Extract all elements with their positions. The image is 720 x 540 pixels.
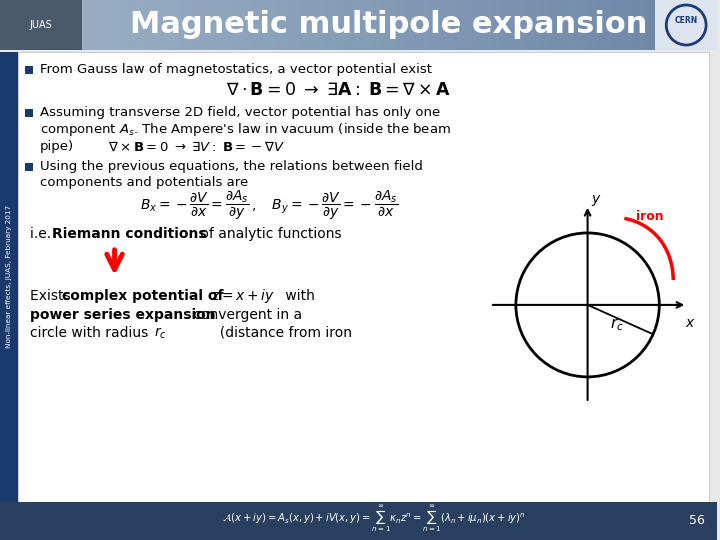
Bar bbox=[84, 0, 96, 50]
Bar bbox=[96, 0, 109, 50]
Text: circle with radius: circle with radius bbox=[30, 326, 153, 340]
Bar bbox=[72, 0, 85, 50]
Bar bbox=[705, 0, 718, 50]
Text: Magnetic multipole expansion: Magnetic multipole expansion bbox=[130, 10, 647, 39]
Text: 56: 56 bbox=[689, 514, 705, 528]
Bar bbox=[48, 0, 60, 50]
Bar bbox=[311, 0, 324, 50]
Bar bbox=[502, 0, 515, 50]
Bar bbox=[670, 0, 683, 50]
Bar bbox=[263, 0, 276, 50]
Bar bbox=[215, 0, 228, 50]
FancyBboxPatch shape bbox=[0, 502, 717, 540]
Text: convergent in a: convergent in a bbox=[189, 308, 302, 322]
Bar bbox=[681, 0, 694, 50]
FancyBboxPatch shape bbox=[25, 109, 33, 117]
Bar bbox=[634, 0, 647, 50]
Bar bbox=[120, 0, 132, 50]
Bar bbox=[346, 0, 359, 50]
Bar bbox=[60, 0, 73, 50]
Bar bbox=[239, 0, 252, 50]
Text: of analytic functions: of analytic functions bbox=[196, 227, 342, 241]
Bar bbox=[36, 0, 49, 50]
Text: $\nabla \times \mathbf{B} = 0 \;\rightarrow\; \exists V: \;\mathbf{B} = -\nabla : $\nabla \times \mathbf{B} = 0 \;\rightar… bbox=[107, 140, 285, 154]
Bar bbox=[526, 0, 539, 50]
FancyBboxPatch shape bbox=[25, 163, 33, 171]
Bar bbox=[287, 0, 300, 50]
Bar bbox=[418, 0, 431, 50]
Bar bbox=[24, 0, 37, 50]
Bar bbox=[478, 0, 491, 50]
Text: with: with bbox=[281, 289, 315, 303]
Bar bbox=[610, 0, 623, 50]
Bar bbox=[574, 0, 587, 50]
Text: power series expansion: power series expansion bbox=[30, 308, 215, 322]
Text: iron: iron bbox=[636, 211, 663, 224]
Bar bbox=[538, 0, 551, 50]
Text: $r_c$: $r_c$ bbox=[610, 316, 624, 333]
Text: CERN: CERN bbox=[675, 17, 698, 25]
Bar bbox=[323, 0, 336, 50]
Bar bbox=[203, 0, 216, 50]
Bar bbox=[550, 0, 563, 50]
Bar bbox=[156, 0, 168, 50]
Text: $z = x + iy$: $z = x + iy$ bbox=[211, 287, 275, 305]
Text: Non-linear effects, JUAS, February 2017: Non-linear effects, JUAS, February 2017 bbox=[6, 205, 12, 348]
Bar bbox=[227, 0, 240, 50]
Bar bbox=[335, 0, 348, 50]
Bar bbox=[192, 0, 204, 50]
Bar bbox=[275, 0, 288, 50]
Text: components and potentials are: components and potentials are bbox=[40, 177, 248, 190]
Text: $r_c$: $r_c$ bbox=[154, 325, 167, 341]
Bar bbox=[0, 0, 13, 50]
Text: From Gauss law of magnetostatics, a vector potential exist: From Gauss law of magnetostatics, a vect… bbox=[40, 64, 432, 77]
Bar bbox=[12, 0, 25, 50]
Text: (distance from iron: (distance from iron bbox=[176, 326, 352, 340]
Text: $x$: $x$ bbox=[685, 316, 696, 330]
FancyBboxPatch shape bbox=[0, 0, 81, 50]
Bar bbox=[645, 0, 658, 50]
Bar bbox=[107, 0, 120, 50]
Text: Using the previous equations, the relations between field: Using the previous equations, the relati… bbox=[40, 160, 423, 173]
Text: Riemann conditions: Riemann conditions bbox=[52, 227, 207, 241]
Text: JUAS: JUAS bbox=[30, 20, 53, 30]
Text: Exists: Exists bbox=[30, 289, 75, 303]
Text: $y$: $y$ bbox=[590, 193, 601, 208]
Bar bbox=[514, 0, 527, 50]
Text: $\nabla \cdot \mathbf{B} = 0 \;\rightarrow\; \exists \mathbf{A}: \;\mathbf{B} = : $\nabla \cdot \mathbf{B} = 0 \;\rightarr… bbox=[226, 81, 451, 99]
Bar bbox=[251, 0, 264, 50]
Bar bbox=[585, 0, 598, 50]
FancyBboxPatch shape bbox=[655, 0, 717, 50]
Bar bbox=[562, 0, 575, 50]
Bar bbox=[657, 0, 670, 50]
FancyBboxPatch shape bbox=[25, 66, 33, 74]
Bar bbox=[466, 0, 479, 50]
Text: $B_x = -\dfrac{\partial V}{\partial x} = \dfrac{\partial A_s}{\partial y}\,,\qua: $B_x = -\dfrac{\partial V}{\partial x} =… bbox=[140, 188, 398, 222]
Bar bbox=[371, 0, 384, 50]
Text: Assuming transverse 2D field, vector potential has only one: Assuming transverse 2D field, vector pot… bbox=[40, 106, 440, 119]
Bar bbox=[490, 0, 503, 50]
Text: complex potential of: complex potential of bbox=[62, 289, 223, 303]
Text: pipe): pipe) bbox=[40, 140, 74, 153]
Bar bbox=[442, 0, 455, 50]
Bar bbox=[143, 0, 156, 50]
Bar bbox=[431, 0, 444, 50]
Bar bbox=[454, 0, 467, 50]
Text: component $A_s$. The Ampere's law in vacuum (inside the beam: component $A_s$. The Ampere's law in vac… bbox=[40, 122, 451, 138]
Bar bbox=[179, 0, 192, 50]
Bar bbox=[693, 0, 706, 50]
Bar bbox=[382, 0, 395, 50]
Bar bbox=[132, 0, 145, 50]
FancyBboxPatch shape bbox=[0, 52, 18, 502]
Bar bbox=[359, 0, 372, 50]
Bar bbox=[167, 0, 180, 50]
Bar bbox=[598, 0, 611, 50]
Bar bbox=[406, 0, 419, 50]
Bar bbox=[299, 0, 312, 50]
Bar bbox=[621, 0, 634, 50]
Bar bbox=[395, 0, 408, 50]
Text: i.e.: i.e. bbox=[30, 227, 55, 241]
FancyBboxPatch shape bbox=[18, 52, 709, 502]
Text: $\mathcal{A}(x+iy) = A_s(x,y)+iV(x,y) = \sum_{n=1}^{\infty}\kappa_n z^n = \sum_{: $\mathcal{A}(x+iy) = A_s(x,y)+iV(x,y) = … bbox=[222, 504, 526, 535]
